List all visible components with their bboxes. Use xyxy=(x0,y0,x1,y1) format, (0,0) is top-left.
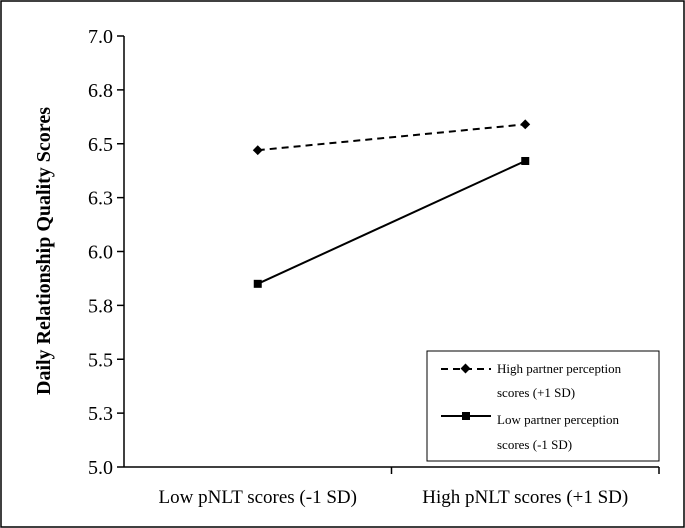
y-tick-label: 5.0 xyxy=(88,457,113,479)
y-tick-label: 6.5 xyxy=(88,134,113,156)
x-ticks: Low pNLT scores (-1 SD) High pNLT scores … xyxy=(159,467,660,508)
y-tick-label: 6.0 xyxy=(88,242,113,264)
y-tick-label: 5.5 xyxy=(88,349,113,371)
series-line-low-partner-perception xyxy=(257,160,526,285)
y-ticks: 5.0 5.3 5.5 5.8 6.0 6.3 6.5 6.8 7.0 xyxy=(88,26,124,479)
legend-label-low-line2: scores (-1 SD) xyxy=(497,437,572,452)
legend-label-high-line2: scores (+1 SD) xyxy=(497,385,575,400)
data-point-diamond xyxy=(252,145,263,156)
y-tick-label: 6.8 xyxy=(88,80,113,102)
series-line-high-partner-perception xyxy=(257,123,526,152)
data-point-square xyxy=(521,156,530,165)
x-tick-label: High pNLT scores (+1 SD) xyxy=(422,487,628,508)
legend-label-high-line1: High partner perception xyxy=(497,361,622,376)
y-tick-label: 6.3 xyxy=(88,188,113,210)
data-point-square xyxy=(253,279,262,288)
legend: High partner perception scores (+1 SD) L… xyxy=(426,350,660,462)
y-tick-label: 5.3 xyxy=(88,403,113,425)
legend-marker-high xyxy=(460,363,471,374)
y-axis-title: Daily Relationship Quality Scores xyxy=(33,107,55,395)
y-tick-label: 5.8 xyxy=(88,295,113,317)
legend-label-low-line1: Low partner perception xyxy=(497,412,620,427)
series-layer xyxy=(252,119,531,288)
data-point-diamond xyxy=(520,119,531,130)
y-tick-label: 7.0 xyxy=(88,26,113,48)
x-tick-label: Low pNLT scores (-1 SD) xyxy=(159,487,357,508)
legend-marker-low xyxy=(462,412,470,420)
